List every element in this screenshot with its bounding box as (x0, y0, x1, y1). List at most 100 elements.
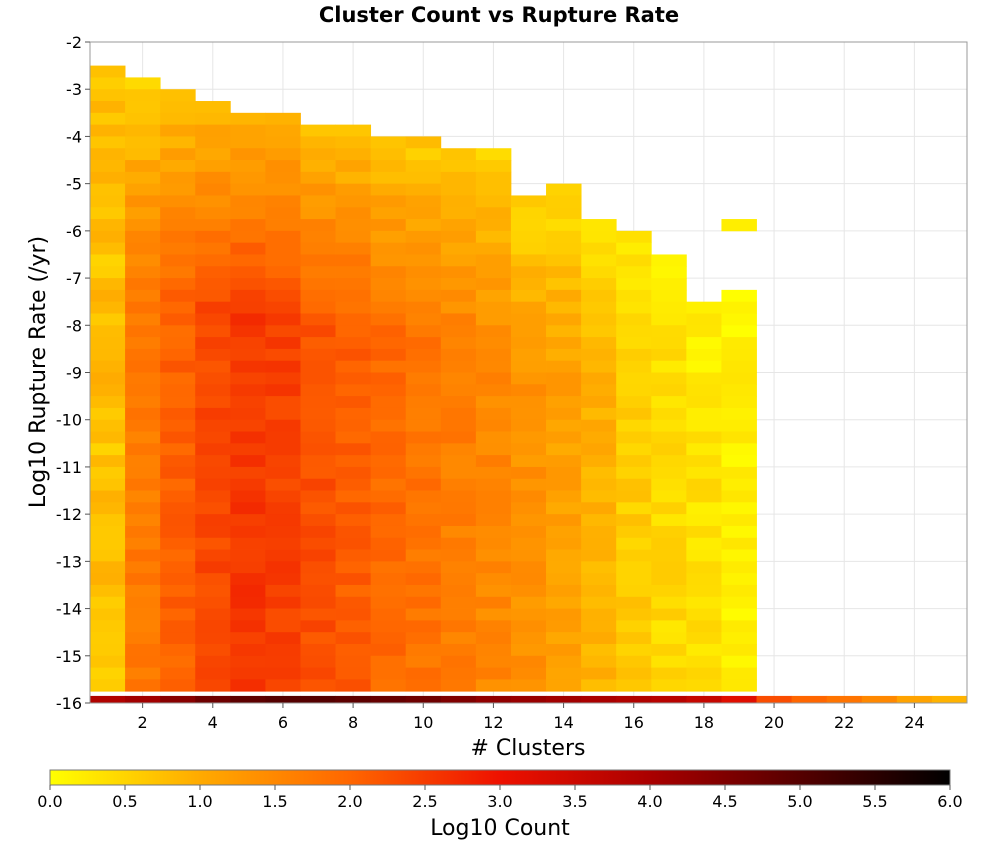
heatmap-cell (90, 573, 126, 586)
heatmap-cell (510, 219, 547, 232)
heatmap-cell (510, 384, 547, 397)
heatmap-cell (546, 667, 582, 680)
heatmap-cell (475, 655, 512, 668)
heatmap-cell (160, 301, 196, 314)
heatmap-cell (440, 207, 477, 220)
heatmap-cell (440, 195, 477, 208)
y-tick-label: -15 (56, 647, 82, 666)
heatmap-cell (721, 384, 757, 397)
heatmap-cell (475, 337, 512, 350)
heatmap-cell (90, 101, 126, 114)
heatmap-cell (581, 584, 617, 598)
heatmap-cell (686, 632, 722, 645)
heatmap-cell (265, 537, 301, 550)
heatmap-cell (370, 419, 407, 432)
heatmap-cell (581, 443, 617, 456)
heatmap-cell (475, 478, 512, 491)
y-tick-label: -7 (66, 269, 82, 288)
heatmap-cell (370, 431, 407, 444)
heatmap-cell (440, 360, 477, 373)
heatmap-cell (370, 514, 407, 527)
x-tick-label: 22 (834, 713, 854, 732)
heatmap-cell (90, 620, 126, 633)
heatmap-cell (195, 148, 231, 161)
heatmap-cell (616, 667, 652, 680)
heatmap-cell (370, 490, 407, 503)
heatmap-cell (475, 289, 512, 303)
heatmap-cell (230, 537, 266, 550)
heatmap-cell (195, 278, 231, 291)
heatmap-cell (510, 608, 547, 621)
heatmap-cell (230, 337, 266, 350)
heatmap-cell (651, 632, 687, 645)
heatmap-cell (300, 289, 336, 303)
heatmap-cell (160, 537, 196, 550)
heatmap-cell (335, 313, 372, 326)
heatmap-cell (440, 455, 477, 468)
colorbar-tick-label: 4.5 (712, 792, 737, 811)
heatmap-cell (160, 608, 196, 621)
heatmap-cell (265, 183, 301, 196)
heatmap-cell (475, 171, 512, 185)
heatmap-cell (510, 195, 547, 208)
heatmap-cell (546, 537, 582, 550)
heatmap-cell (90, 431, 126, 444)
heatmap-cell (90, 242, 126, 255)
heatmap-cell (160, 148, 196, 161)
heatmap-cell (195, 667, 231, 680)
heatmap-cell (90, 89, 126, 102)
heatmap-cell (370, 337, 407, 350)
heatmap-cell (546, 266, 582, 279)
heatmap-cell (405, 384, 442, 397)
heatmap-cell (651, 537, 687, 550)
heatmap-cell (475, 608, 512, 621)
heatmap-cell (125, 443, 161, 456)
heatmap-cell (230, 360, 266, 373)
heatmap-cell (546, 313, 582, 326)
heatmap-cell (475, 207, 512, 220)
heatmap-cell (160, 396, 196, 409)
heatmap-cell (721, 537, 757, 550)
heatmap-cell (300, 655, 336, 668)
heatmap-cell (195, 219, 231, 232)
heatmap-cell (265, 455, 301, 468)
heatmap-cell (125, 372, 161, 385)
heatmap-cell (546, 325, 582, 338)
heatmap-cell (300, 136, 336, 149)
heatmap-cell (195, 254, 231, 267)
heatmap-cell (125, 101, 161, 114)
heatmap-cell (265, 443, 301, 456)
x-axis-ticks: 2 4 6 8 10 12 14 16 18 20 22 24 (138, 703, 925, 732)
y-tick-label: -8 (66, 316, 82, 335)
heatmap-cell (335, 419, 372, 432)
heatmap-cell (546, 608, 582, 621)
heatmap-cell (300, 478, 336, 491)
heatmap-cell (265, 502, 301, 515)
heatmap-cell (160, 466, 196, 480)
heatmap-cell (581, 219, 617, 232)
heatmap-cell (125, 573, 161, 586)
heatmap-cell (300, 466, 336, 480)
heatmap-cell (546, 372, 582, 385)
heatmap-cell (335, 396, 372, 409)
heatmap-cell (651, 396, 687, 409)
heatmap-cell (195, 348, 231, 362)
x-tick-label: 10 (413, 713, 433, 732)
heatmap-cell (651, 679, 687, 692)
heatmap-cell (370, 372, 407, 385)
heatmap-cell (370, 136, 407, 149)
heatmap-cell (300, 384, 336, 397)
heatmap-cell (90, 667, 126, 680)
heatmap-cell (510, 325, 547, 338)
heatmap-cell (300, 171, 336, 185)
heatmap-cell (195, 632, 231, 645)
heatmap-cell (581, 679, 617, 692)
heatmap-cell (300, 407, 336, 421)
heatmap-cell (440, 573, 477, 586)
heatmap-cell (265, 148, 301, 161)
heatmap-cell (581, 419, 617, 432)
bottom-row-cell (230, 695, 266, 703)
heatmap-cell (230, 667, 266, 680)
heatmap-cell (651, 502, 687, 515)
bottom-row-cell (405, 695, 442, 703)
